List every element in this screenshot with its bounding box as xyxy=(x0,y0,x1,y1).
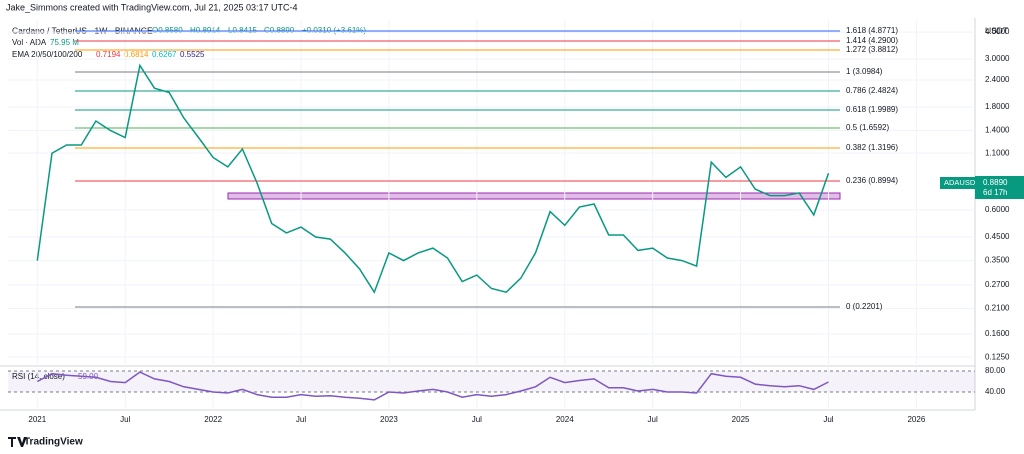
x-tick-label: 2022 xyxy=(204,415,222,424)
fib-label: 0.236 (0.8994) xyxy=(846,176,898,185)
volume-value: 75.95 M xyxy=(50,38,79,47)
ema-100: 0.6267 xyxy=(152,50,177,59)
y-tick-label: 0.1250 xyxy=(985,352,1010,361)
price-label-price: 0.8890 xyxy=(983,178,1008,187)
x-tick-label: 2026 xyxy=(907,415,925,424)
x-tick-label: 2025 xyxy=(732,415,750,424)
y-tick-label: 1.8000 xyxy=(985,102,1010,111)
y-tick-label: 0.2100 xyxy=(985,304,1010,313)
rsi-band xyxy=(8,371,975,392)
x-tick-label: Jul xyxy=(472,415,482,424)
rsi-tick-label: 40.00 xyxy=(985,387,1006,396)
y-tick-label: 2.4000 xyxy=(985,75,1010,84)
volume-label: Vol · ADA xyxy=(12,38,47,47)
x-tick-label: Jul xyxy=(296,415,306,424)
fib-label: 1.414 (4.2900) xyxy=(846,36,898,45)
fib-label: 0.786 (2.4824) xyxy=(846,86,898,95)
currency: USDT xyxy=(985,25,1008,35)
y-tick-label: 0.3500 xyxy=(985,256,1010,265)
price-axis-box xyxy=(975,176,1024,199)
y-tick-label: 0.2700 xyxy=(985,280,1010,289)
price-label-countdown: 6d 17h xyxy=(983,188,1007,197)
y-tick-label: 1.4000 xyxy=(985,126,1010,135)
y-tick-label: 4.0000 xyxy=(985,27,1010,36)
y-tick-label: 0.1600 xyxy=(985,329,1010,338)
legend-symbol: Cardano / TetherUS · 1W · BINANCE xyxy=(12,25,153,35)
price-label-box xyxy=(940,177,975,189)
brand-logo xyxy=(8,437,27,447)
footer-brand: TradingView xyxy=(24,437,83,448)
fib-label: 0.5 (1.6592) xyxy=(846,123,889,132)
fib-label: 0.382 (1.3196) xyxy=(846,143,898,152)
rsi-tick-label: 80.00 xyxy=(985,366,1006,375)
ema-label: EMA 20/50/100/200 xyxy=(12,50,83,59)
x-tick-label: Jul xyxy=(823,415,833,424)
x-tick-label: 2024 xyxy=(556,415,574,424)
credit: Jake_Simmons created with TradingView.co… xyxy=(6,2,297,12)
zone-rect xyxy=(227,192,841,200)
rsi-title: RSI (14, close) xyxy=(12,372,65,381)
x-tick-label: 2023 xyxy=(380,415,398,424)
price-label-symbol: ADAUSDT xyxy=(944,178,980,187)
y-tick-label: 1.1000 xyxy=(985,148,1010,157)
x-tick-label: Jul xyxy=(120,415,130,424)
fib-label: 1.618 (4.8771) xyxy=(846,26,898,35)
fib-label: 0 (0.2201) xyxy=(846,302,883,311)
series-line xyxy=(36,63,830,294)
fib-label: 0.618 (1.9989) xyxy=(846,105,898,114)
ema-200: 0.5525 xyxy=(180,50,205,59)
x-tick-label: Jul xyxy=(648,415,658,424)
y-tick-label: 0.6000 xyxy=(985,205,1010,214)
fib-label: 1 (3.0984) xyxy=(846,67,883,76)
x-tick-label: 2021 xyxy=(28,415,46,424)
ema-50: 0.6814 xyxy=(124,50,149,59)
ema-20: 0.7194 xyxy=(96,50,121,59)
series-line xyxy=(36,371,829,401)
fib-label: 1.272 (3.8812) xyxy=(846,45,898,54)
y-tick-label: 3.0000 xyxy=(985,54,1010,63)
y-tick-label: 0.4500 xyxy=(985,232,1010,241)
